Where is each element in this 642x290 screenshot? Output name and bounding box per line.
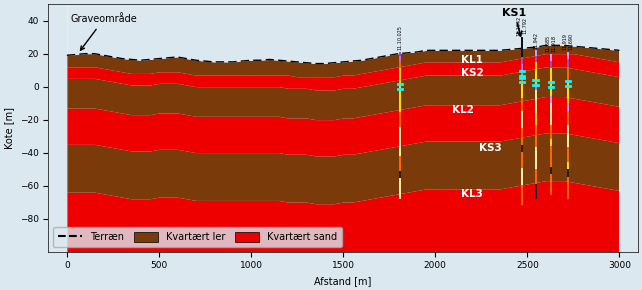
Text: 11.685
11.918: 11.685 11.918 xyxy=(546,35,557,52)
Bar xyxy=(521,77,523,84)
Text: 11.919
11.690: 11.919 11.690 xyxy=(562,33,573,50)
Bar xyxy=(567,52,569,59)
Bar xyxy=(399,61,401,68)
Bar xyxy=(567,111,569,125)
Bar xyxy=(567,81,569,103)
Bar xyxy=(521,64,523,71)
Text: 11.942: 11.942 xyxy=(533,32,538,49)
Bar xyxy=(399,178,401,199)
X-axis label: Afstand [m]: Afstand [m] xyxy=(315,276,372,286)
Bar xyxy=(521,168,523,185)
Bar xyxy=(535,90,537,113)
Bar xyxy=(521,57,523,64)
Bar xyxy=(399,56,401,61)
Bar xyxy=(550,174,552,195)
Bar xyxy=(521,128,523,145)
Bar xyxy=(521,111,523,128)
Text: KS2: KS2 xyxy=(461,68,483,78)
Bar xyxy=(550,54,552,61)
Bar xyxy=(521,74,523,77)
Bar xyxy=(567,177,569,199)
Bar xyxy=(550,96,552,103)
Bar xyxy=(521,71,523,74)
Bar xyxy=(535,84,537,90)
Bar xyxy=(550,167,552,174)
Bar xyxy=(535,184,537,199)
Bar xyxy=(399,52,401,56)
Bar xyxy=(399,68,401,112)
Bar xyxy=(550,125,552,139)
Bar xyxy=(567,67,569,81)
Bar xyxy=(521,145,523,152)
Bar xyxy=(521,98,523,111)
Bar xyxy=(535,125,537,147)
Bar xyxy=(399,127,401,156)
Bar xyxy=(521,84,523,98)
Bar xyxy=(550,61,552,68)
Bar xyxy=(550,68,552,96)
Bar xyxy=(550,139,552,146)
Bar xyxy=(535,50,537,56)
Bar xyxy=(567,125,569,147)
Bar xyxy=(550,103,552,125)
Bar xyxy=(399,112,401,127)
Bar xyxy=(535,147,537,169)
Text: KL2: KL2 xyxy=(452,105,474,115)
Text: KS3: KS3 xyxy=(479,143,502,153)
Bar xyxy=(521,37,523,57)
Text: Graveområde: Graveområde xyxy=(71,14,137,50)
Bar xyxy=(535,62,537,84)
Bar xyxy=(521,152,523,168)
Bar xyxy=(399,156,401,171)
Bar xyxy=(567,59,569,67)
Bar xyxy=(567,147,569,162)
Legend: Terræn, Kvartært ler, Kvartært sand: Terræn, Kvartært ler, Kvartært sand xyxy=(53,227,342,247)
Text: KS1: KS1 xyxy=(502,8,526,36)
Bar xyxy=(550,146,552,167)
Text: 11.10.025: 11.10.025 xyxy=(398,26,403,50)
Bar xyxy=(535,113,537,125)
Text: KL3: KL3 xyxy=(461,189,483,199)
Y-axis label: Kote [m]: Kote [m] xyxy=(4,107,14,149)
Text: 11.1942
11.792: 11.1942 11.792 xyxy=(516,15,527,35)
Bar xyxy=(567,162,569,169)
Bar xyxy=(521,185,523,205)
Bar xyxy=(535,169,537,184)
Bar xyxy=(399,171,401,178)
Bar xyxy=(535,56,537,62)
Text: KL1: KL1 xyxy=(461,55,483,65)
Bar xyxy=(567,169,569,177)
Bar xyxy=(567,103,569,111)
